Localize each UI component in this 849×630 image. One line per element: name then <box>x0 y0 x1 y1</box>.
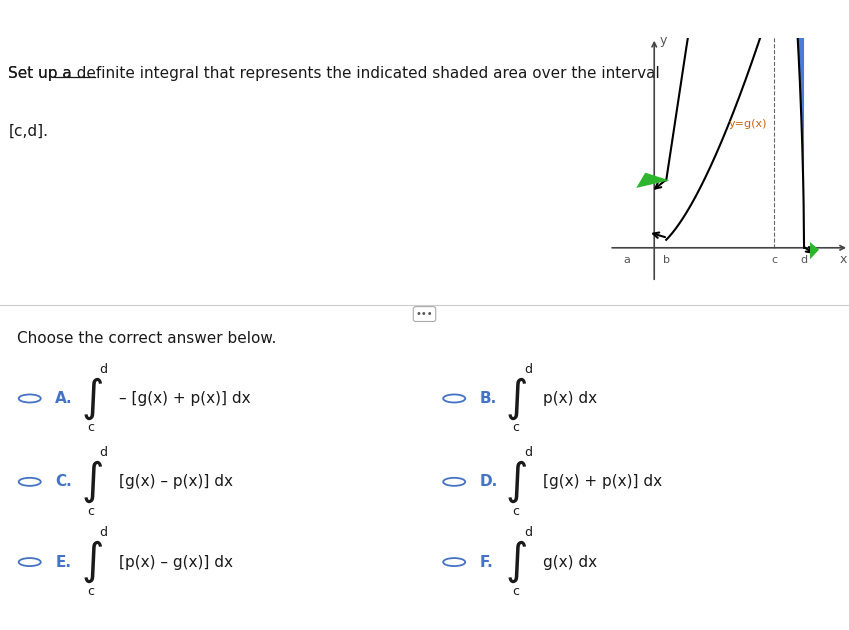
Text: c: c <box>512 505 519 518</box>
Text: [p(x) – g(x)] dx: [p(x) – g(x)] dx <box>119 554 233 570</box>
Text: x: x <box>840 253 846 266</box>
Text: c: c <box>512 421 519 434</box>
Text: B.: B. <box>480 391 497 406</box>
Text: c: c <box>771 255 777 265</box>
Text: •••: ••• <box>416 309 433 319</box>
Text: c: c <box>87 505 94 518</box>
Text: y=g(x): y=g(x) <box>729 118 767 129</box>
Text: E.: E. <box>55 554 71 570</box>
Text: [g(x) – p(x)] dx: [g(x) – p(x)] dx <box>119 474 233 490</box>
Text: d: d <box>99 446 107 459</box>
Text: $\int$: $\int$ <box>505 375 527 421</box>
Text: $\int$: $\int$ <box>505 539 527 585</box>
Text: $\int$: $\int$ <box>505 459 527 505</box>
Text: c: c <box>87 421 94 434</box>
Polygon shape <box>810 242 819 260</box>
Polygon shape <box>636 173 669 188</box>
Text: Set up a definite integral that represents the indicated shaded area over the in: Set up a definite integral that represen… <box>8 66 661 81</box>
Text: $\int$: $\int$ <box>81 459 103 505</box>
Text: – [g(x) + p(x)] dx: – [g(x) + p(x)] dx <box>119 391 250 406</box>
Text: d: d <box>524 446 531 459</box>
Text: c: c <box>87 585 94 598</box>
Text: Set up a: Set up a <box>8 66 77 81</box>
Text: d: d <box>524 526 531 539</box>
Text: g(x) dx: g(x) dx <box>543 554 598 570</box>
Bar <box>785 0 849 41</box>
Text: d: d <box>801 255 807 265</box>
Text: [g(x) + p(x)] dx: [g(x) + p(x)] dx <box>543 474 662 490</box>
Text: $\int$: $\int$ <box>81 539 103 585</box>
Text: Choose the correct answer below.: Choose the correct answer below. <box>17 331 277 346</box>
Text: F.: F. <box>480 554 493 570</box>
Text: [c,d].: [c,d]. <box>8 123 48 139</box>
Text: a: a <box>624 255 631 265</box>
Text: A.: A. <box>55 391 73 406</box>
Text: b: b <box>663 255 670 265</box>
Text: d: d <box>524 363 531 375</box>
Polygon shape <box>774 0 804 248</box>
Text: $\int$: $\int$ <box>81 375 103 421</box>
Text: C.: C. <box>55 474 72 490</box>
Text: c: c <box>512 585 519 598</box>
Text: d: d <box>99 363 107 375</box>
Text: d: d <box>99 526 107 539</box>
Text: p(x) dx: p(x) dx <box>543 391 598 406</box>
Text: y: y <box>660 33 667 47</box>
Text: D.: D. <box>480 474 498 490</box>
